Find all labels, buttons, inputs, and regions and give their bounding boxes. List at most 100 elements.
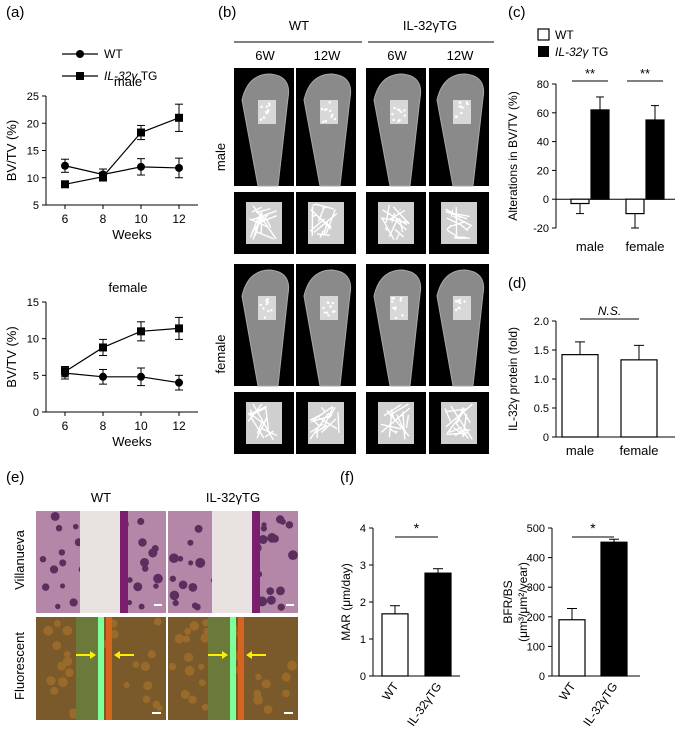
ct-femur-trabecula [392,118,395,122]
ct-trabecula-strand [450,212,470,218]
panel-label-c: (c) [508,4,526,21]
ct-trabecula-strand [325,208,336,235]
ct-trabecula-strand [458,222,469,232]
ct-trabecula-strand [260,215,277,223]
ct-trabecula-strand [312,405,334,421]
b-col-label-4: 12W [447,48,474,63]
fluorescent-bone [208,617,230,720]
ct-femur-trabecula [403,114,406,117]
fluorescent-cell [69,710,78,719]
ct-trabecula-strand [388,217,399,237]
ct-trabecular-image-female-4 [429,392,489,454]
villanueva-cell [137,517,145,525]
villanueva-cell [55,603,61,610]
ct-trabecula-strand [394,228,405,238]
data-point-tg [137,327,145,336]
panel-label-d: (d) [508,275,526,292]
ct-trabecula-strand [314,203,334,210]
ct-femur-trabecula [458,105,462,108]
fluorescent-cell [132,661,140,669]
significance-marker: N.S. [598,304,621,318]
fluorescent-label-band-2 [238,617,244,720]
ct-femur-bone [436,73,485,187]
chart-title: male [114,74,142,89]
ct-femur-trabecula [394,306,397,309]
fluorescent-cell [142,695,151,703]
villanueva-osteoid [252,511,260,613]
e-row-villanueva: Villanueva [12,529,27,590]
y-tick-label: 400 [527,553,545,565]
data-point-tg [175,324,183,333]
ct-femur-trabecula [460,111,463,115]
ct-femur-trabecula [391,112,394,116]
y-tick-label: 20 [27,118,39,130]
ct-trabecula-strand [249,408,254,417]
ct-femur-trabecula [260,105,263,109]
ct-trabecula-strand [395,233,400,240]
ct-femur-trabecular-region [453,100,471,124]
bar-chart-f-mar: 0 1 2 3 4 MAR (μm/day) WT IL-32γTG * [339,520,460,729]
fluorescent-cell [50,686,59,695]
ct-trabecula-strand [380,216,395,240]
ct-trabecula-strand [402,411,406,440]
ct-trabecula-strand [250,416,265,439]
ct-femur-trabecula [331,113,334,117]
legend-a: WT IL-32γ TG [62,47,157,83]
y-tick-label: 0 [360,671,366,683]
ct-trabecula-strand [450,405,473,440]
villanueva-cell [59,583,66,589]
ct-trabecula-strand [251,210,277,221]
fluorescent-cell [287,660,298,671]
y-tick-label: 100 [527,641,545,653]
bar-male-wt [570,198,590,205]
b-row-male: male [213,143,228,171]
legend-a-wt-label: WT [104,47,123,61]
villanueva-bone-band [80,511,120,613]
ct-femur-trabecula [263,316,267,319]
ct-femur-trabecular-region [320,100,338,124]
y-tick-label: 3 [360,560,366,572]
ct-femur-image-male-2 [296,68,356,187]
legend-c: WT IL-32γ TG [537,28,608,59]
ct-femur-trabecula [262,116,266,119]
fluorescent-cell [140,661,151,672]
ct-trabecular-image-female-2 [296,392,356,454]
y-tick-label: 15 [27,146,39,158]
fluorescent-cell [153,617,162,626]
b-group-tg: IL-32γTG [403,18,457,33]
fluorescent-cell [52,641,62,650]
ct-trabecula-strand [390,409,395,421]
ct-femur-trabecula [459,101,462,104]
ct-femur-trabecula [333,118,337,121]
ct-femur-trabecula [266,110,270,113]
ct-trabecula-strand [316,233,330,237]
bar-il-32γtg [424,572,452,677]
fluorescent-cell [182,635,191,643]
panel-label-e: (e) [6,469,24,486]
legend-a-tg-italic: IL-32γ [104,69,138,83]
y-tick-label: 300 [527,582,545,594]
ct-femur-trabecula [390,297,394,300]
y-tick-label: 2.0 [534,316,549,328]
ct-femur-trabecular-region [258,296,276,320]
ct-trabecula-strand [250,406,267,416]
ct-trabecular-image-male-2 [296,192,356,254]
ct-femur-trabecula [393,106,396,110]
ct-femur-trabecula [397,120,400,123]
y-tick-label: 200 [527,612,545,624]
villanueva-scale-bar [286,604,294,606]
fluorescent-arrowhead-left [90,651,96,659]
ct-trabecula-strand [309,413,323,421]
fluorescent-cell [189,621,200,631]
legend-a-tg-label: IL-32γ TG [104,69,157,83]
y-tick-label: -20 [533,223,549,235]
ct-femur-trabecula [393,308,397,311]
ct-femur-trabecula [265,105,269,108]
fluorescent-cell [200,633,210,643]
ct-femur-bone [241,269,290,387]
fluorescent-cell [253,689,262,698]
fluorescent-cell [65,668,74,677]
ct-trabecula-strand [392,206,410,225]
x-category-label: IL-32γTG [580,680,620,729]
ct-trabecula-strand [320,406,327,414]
